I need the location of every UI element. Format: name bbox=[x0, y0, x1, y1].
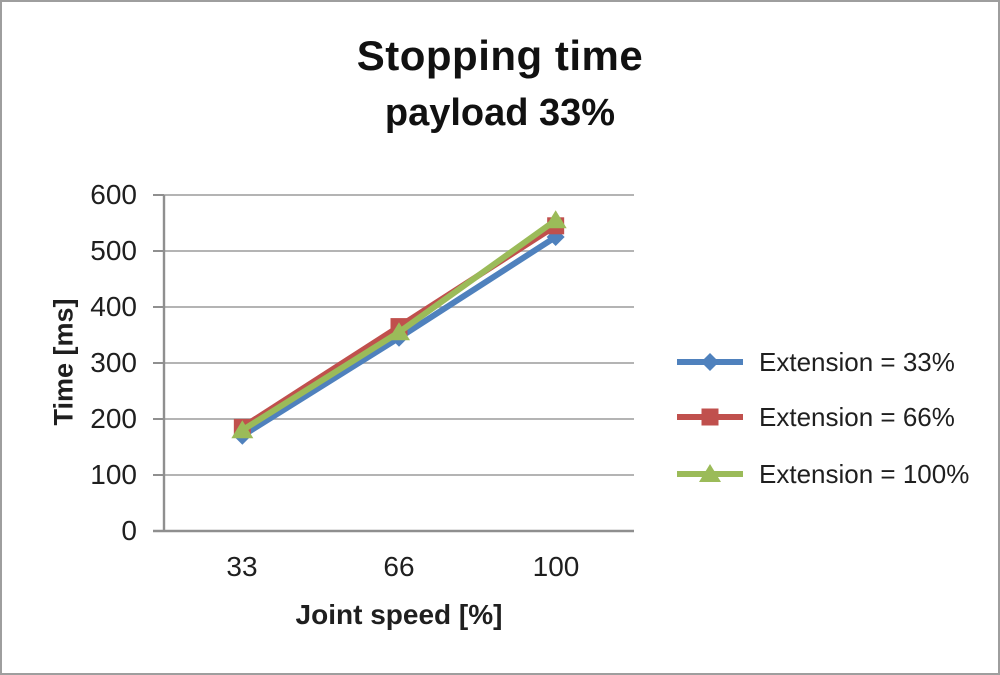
y-tick-label: 400 bbox=[90, 291, 137, 322]
legend-marker-square-icon bbox=[677, 408, 743, 426]
y-tick-label: 200 bbox=[90, 403, 137, 434]
y-tick-label: 600 bbox=[90, 179, 137, 210]
y-tick-label: 300 bbox=[90, 347, 137, 378]
x-axis-title: Joint speed [%] bbox=[295, 599, 503, 630]
legend-marker-diamond-icon bbox=[677, 353, 743, 371]
legend-marker-triangle-icon bbox=[677, 464, 743, 482]
y-axis-title: Time [ms] bbox=[48, 298, 79, 426]
chart-subtitle: payload 33% bbox=[384, 92, 616, 134]
x-tick-label: 100 bbox=[532, 551, 580, 582]
legend-item: Extension = 100% bbox=[676, 459, 969, 489]
legend-item: Extension = 66% bbox=[676, 402, 955, 432]
legend-label: Extension = 100% bbox=[759, 459, 970, 489]
legend-item: Extension = 33% bbox=[676, 347, 955, 377]
y-tick-label: 0 bbox=[121, 515, 137, 546]
y-tick-label: 100 bbox=[90, 459, 137, 490]
x-tick-label: 33 bbox=[226, 551, 258, 582]
chart-title: Stopping time bbox=[356, 32, 644, 79]
x-tick-label: 66 bbox=[383, 551, 415, 582]
legend-label: Extension = 33% bbox=[759, 347, 955, 377]
title-block: Stopping time payload 33% bbox=[2, 28, 998, 136]
y-tick-label: 500 bbox=[90, 235, 137, 266]
legend-label: Extension = 66% bbox=[759, 402, 955, 432]
